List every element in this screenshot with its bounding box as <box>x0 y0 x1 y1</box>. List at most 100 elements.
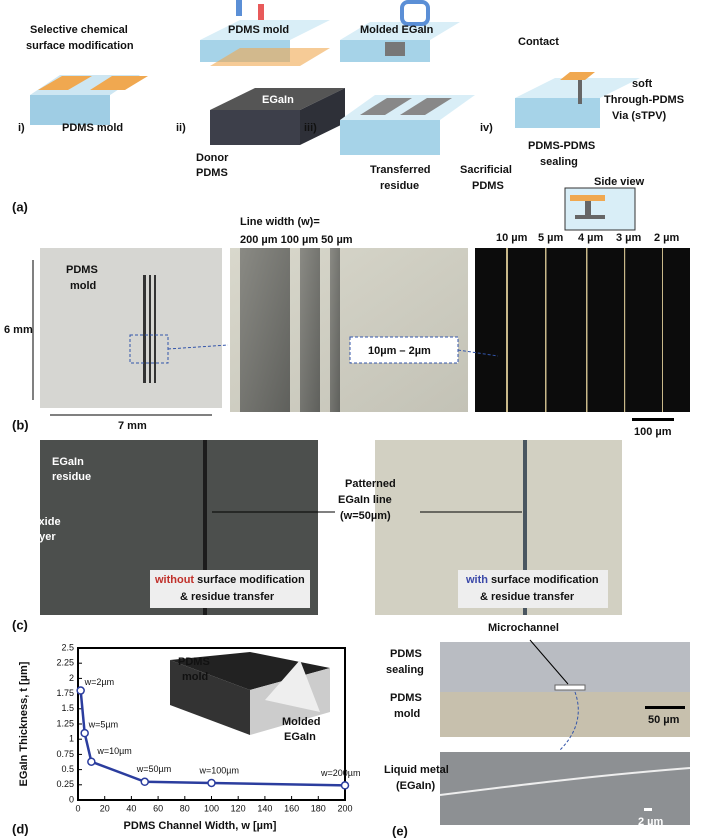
label: mold <box>70 280 96 292</box>
scale-label: 100 µm <box>634 426 672 438</box>
step-number: i) <box>18 122 25 134</box>
shape-rect <box>440 752 690 825</box>
step-title: surface modification <box>26 40 134 52</box>
label: 5 µm <box>538 232 564 244</box>
label: 4 µm <box>578 232 604 244</box>
x-tick-label: 80 <box>180 803 190 813</box>
x-axis-label: PDMS Channel Width, w [µm] <box>124 820 277 832</box>
point-annotation: w=100µm <box>199 765 239 775</box>
shape-rect <box>330 248 340 412</box>
label: EGaIn <box>52 456 84 468</box>
shape-rect <box>555 685 585 690</box>
shape-rect <box>585 201 591 217</box>
point-annotation: w=5µm <box>88 719 118 729</box>
label: PDMS-PDMS <box>528 140 595 152</box>
scale-label: 2 µm <box>638 816 664 828</box>
shape-rect <box>240 248 290 412</box>
data-point <box>81 730 88 737</box>
shape-rect <box>154 275 156 383</box>
step-number: iv) <box>480 122 493 134</box>
y-tick-label: 2.5 <box>61 642 74 652</box>
photos-c <box>40 440 622 615</box>
shape-rect <box>545 248 547 412</box>
label: Line width (w)= <box>240 216 320 228</box>
label: EGaIn line <box>338 494 392 506</box>
label: & residue transfer <box>180 591 275 603</box>
shape-rect <box>578 80 582 104</box>
shape-rect <box>236 0 242 16</box>
label-emph: with <box>465 574 488 586</box>
point-annotation: w=10µm <box>96 746 131 756</box>
label: surface modification <box>488 574 599 586</box>
label: 6 mm <box>4 324 33 336</box>
shape-polygon <box>340 120 440 155</box>
label: sealing <box>540 156 578 168</box>
label: sealing <box>386 664 424 676</box>
shape-rect <box>645 706 685 709</box>
step-title: Selective chemical <box>30 24 128 36</box>
x-tick-label: 0 <box>75 803 80 813</box>
y-tick-label: 2 <box>69 673 74 683</box>
shape-rect <box>149 275 151 383</box>
label: PDMS <box>196 167 228 179</box>
label: PDMS <box>390 692 422 704</box>
label: Transferred <box>370 164 431 176</box>
data-point <box>141 778 148 785</box>
photos-e <box>440 640 690 825</box>
label: Donor <box>196 152 229 164</box>
label: Through-PDMS <box>604 94 684 106</box>
data-point <box>77 687 84 694</box>
x-tick-label: 140 <box>257 803 272 813</box>
label: 3 µm <box>616 232 642 244</box>
label: layer <box>30 531 56 543</box>
data-point <box>342 782 349 789</box>
label: 10µm – 2µm <box>368 345 431 357</box>
label-emph: without <box>154 574 194 586</box>
label: Oxide <box>30 516 61 528</box>
label: (w=50µm) <box>340 510 391 522</box>
label: residue <box>380 180 419 192</box>
x-tick-label: 160 <box>284 803 299 813</box>
shape-rect <box>402 2 428 24</box>
y-tick-label: 0.25 <box>56 779 74 789</box>
y-tick-label: 0.75 <box>56 749 74 759</box>
label: Patterned <box>345 478 396 490</box>
y-tick-label: 1.25 <box>56 718 74 728</box>
label: Molded <box>282 716 321 728</box>
label: surface modification <box>194 574 305 586</box>
label: Side view <box>594 176 645 188</box>
label: PDMS <box>472 180 504 192</box>
shape-rect <box>506 248 508 412</box>
label: Liquid metal <box>384 764 449 776</box>
label: PDMS <box>390 648 422 660</box>
label: Molded EGaIn <box>360 24 434 36</box>
shape-rect <box>632 418 674 421</box>
shape-rect <box>586 248 588 412</box>
y-tick-label: 1.5 <box>61 703 74 713</box>
shape-rect <box>575 215 605 219</box>
y-tick-label: 0.5 <box>61 764 74 774</box>
shape-polygon <box>30 95 110 125</box>
label: 2 µm <box>654 232 680 244</box>
point-annotation: w=2µm <box>84 677 114 687</box>
panel-label: (e) <box>392 823 408 838</box>
y-tick-label: 1 <box>69 734 74 744</box>
figure: Selective chemical surface modification … <box>0 0 708 840</box>
x-tick-label: 120 <box>231 803 246 813</box>
label: PDMS <box>178 656 210 668</box>
data-point <box>208 779 215 786</box>
y-tick-label: 0 <box>69 794 74 804</box>
x-tick-label: 40 <box>126 803 136 813</box>
shape-rect <box>624 248 625 412</box>
panel-label: (b) <box>12 417 29 432</box>
shape-rect <box>385 42 405 56</box>
label: mold <box>182 671 208 683</box>
label: Contact <box>518 36 559 48</box>
y-tick-label: 2.25 <box>56 658 74 668</box>
label: (EGaIn) <box>396 780 435 792</box>
label: & residue transfer <box>480 591 575 603</box>
scale-label: 50 µm <box>648 714 680 726</box>
label: PDMS mold <box>62 122 123 134</box>
label: with surface modification <box>465 574 599 586</box>
panel-label: (d) <box>12 821 29 836</box>
